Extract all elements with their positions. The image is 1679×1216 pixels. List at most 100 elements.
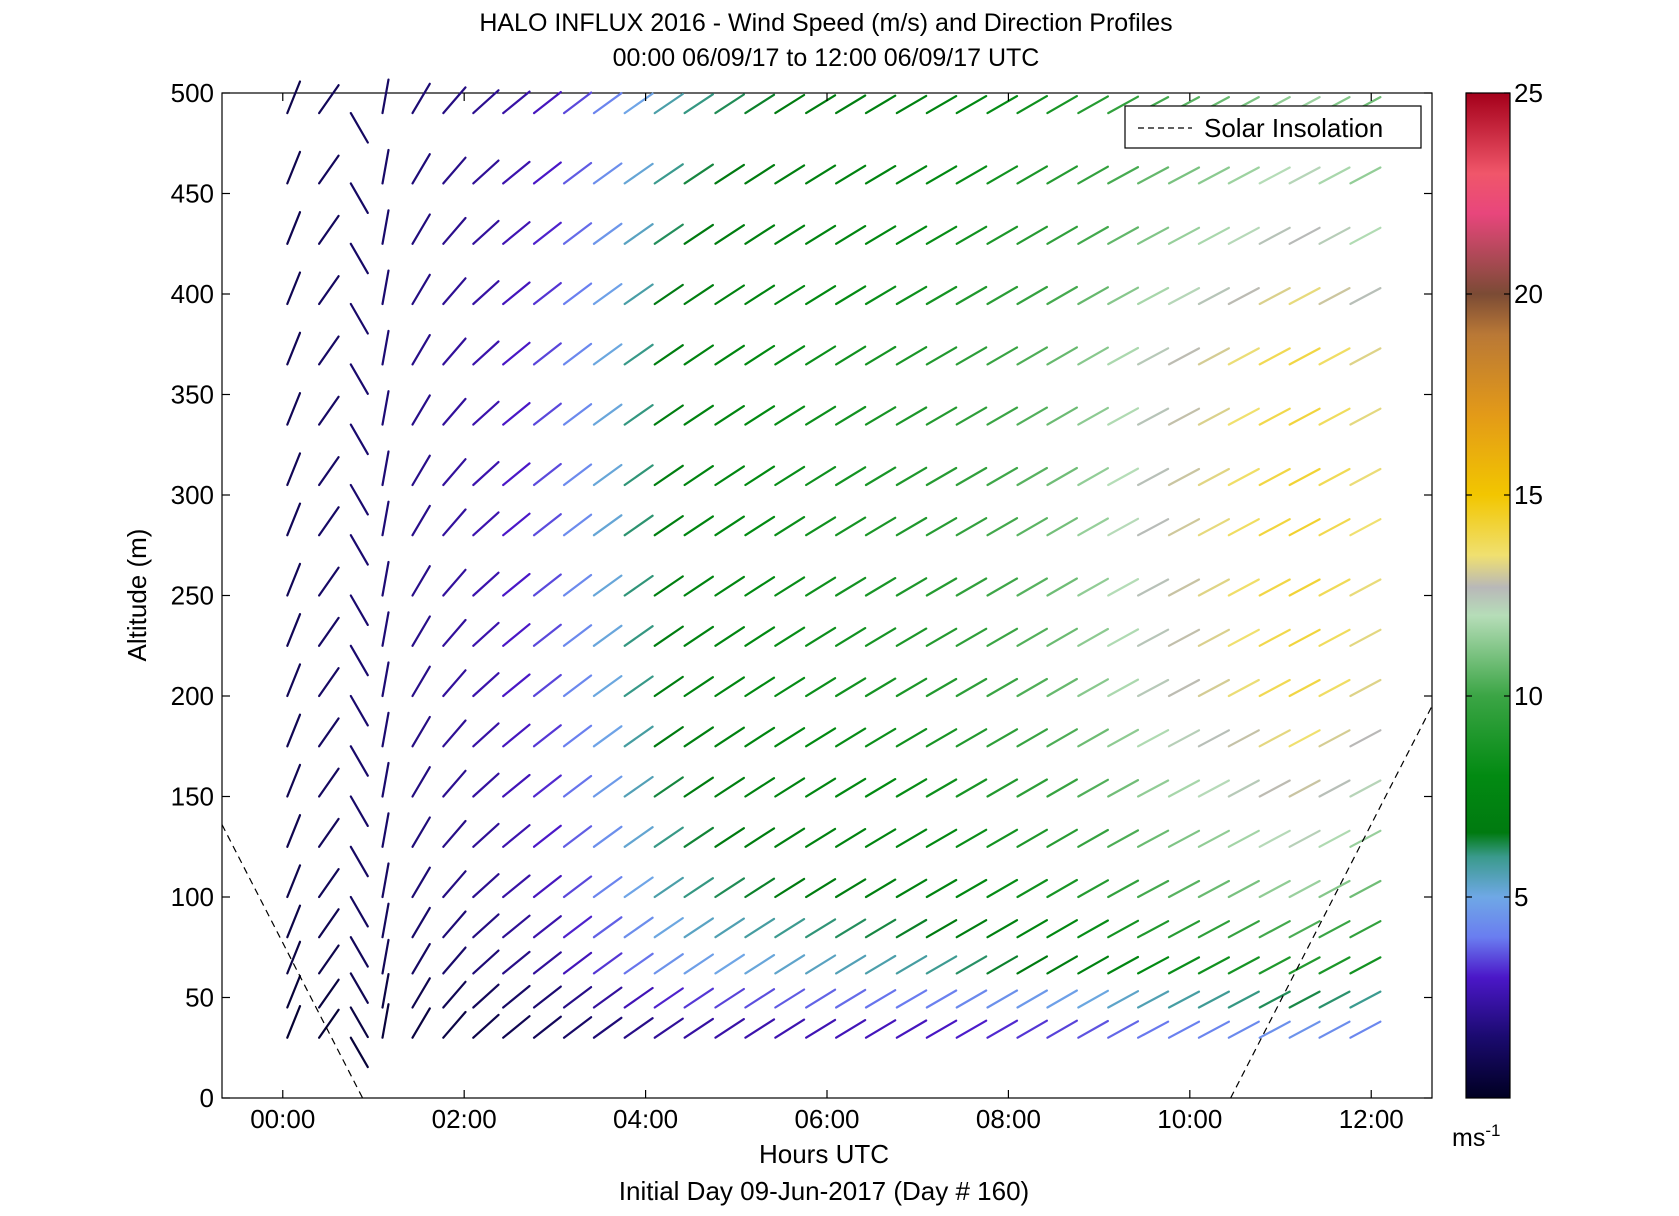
wind-barb	[1318, 628, 1351, 647]
wind-barb	[955, 346, 988, 366]
wind-barb	[1016, 989, 1049, 1009]
wind-barb	[286, 904, 302, 939]
wind-barb	[1318, 779, 1351, 798]
wind-barb	[532, 90, 562, 115]
wind-barb	[1046, 466, 1079, 487]
wind-barb	[774, 676, 806, 698]
wind-barb	[834, 777, 867, 798]
wind-barb	[1077, 879, 1110, 899]
wind-barb	[1288, 518, 1321, 537]
wind-barb	[442, 946, 467, 975]
wind-barb	[623, 675, 654, 698]
wind-barb	[1197, 407, 1231, 426]
wind-barb	[653, 283, 684, 306]
wind-barb	[592, 725, 623, 748]
wind-barb	[955, 728, 988, 748]
wind-barb	[318, 616, 340, 647]
wind-barb	[864, 954, 897, 975]
wind-barb	[834, 878, 867, 899]
wind-barb	[986, 517, 1019, 537]
wind-barb	[1167, 518, 1201, 537]
wind-barb	[502, 874, 531, 899]
wind-barb	[1107, 346, 1140, 366]
wind-barb	[1077, 728, 1110, 748]
wind-barb	[834, 94, 867, 115]
wind-barb	[864, 225, 897, 245]
y-tick-label: 450	[171, 179, 214, 209]
wind-barb	[1167, 1020, 1201, 1039]
wind-barb	[683, 344, 715, 366]
wind-barb	[1227, 628, 1260, 647]
wind-barb	[623, 92, 654, 115]
wind-barb	[714, 987, 746, 1009]
wind-barb	[318, 1008, 340, 1039]
wind-barb	[411, 615, 431, 647]
wind-barb	[349, 534, 369, 566]
wind-barb	[925, 285, 958, 306]
wind-barb	[744, 917, 776, 939]
wind-barb	[286, 452, 302, 487]
wind-barb	[653, 464, 684, 487]
wind-barb	[986, 728, 1019, 748]
wind-barb	[592, 92, 623, 115]
wind-barb	[744, 1018, 776, 1039]
wind-barb	[562, 724, 593, 748]
wind-barbs	[286, 78, 1382, 1069]
wind-barb	[1349, 879, 1382, 899]
wind-barb	[442, 397, 467, 426]
wind-barb	[653, 876, 684, 899]
wind-barb	[714, 93, 746, 115]
wind-barb	[774, 1018, 806, 1039]
wind-barb	[1167, 829, 1201, 848]
wind-barb	[1227, 287, 1260, 306]
wind-barb	[286, 502, 302, 537]
wind-barb	[1167, 990, 1201, 1009]
wind-barb	[1046, 577, 1079, 597]
wind-barb	[744, 344, 776, 366]
wind-barb	[381, 972, 390, 1009]
wind-barb	[895, 466, 928, 487]
wind-barb	[864, 576, 897, 597]
wind-barb	[318, 456, 340, 487]
y-tick-label: 200	[171, 681, 214, 711]
wind-barb	[986, 778, 1019, 798]
wind-barb	[895, 778, 928, 798]
wind-barb	[286, 713, 302, 748]
wind-barb	[1349, 678, 1382, 698]
wind-barb	[804, 516, 837, 537]
wind-barb	[318, 566, 340, 597]
wind-barb	[472, 873, 500, 899]
wind-barb	[381, 938, 390, 975]
colorbar-tick-label: 25	[1514, 78, 1543, 108]
wind-barb	[714, 877, 746, 899]
wind-barb	[381, 611, 390, 647]
wind-barb	[381, 78, 390, 115]
wind-barb	[864, 627, 897, 647]
wind-barb	[1197, 678, 1231, 698]
wind-barb	[1107, 467, 1140, 487]
wind-barb	[502, 773, 531, 798]
wind-barb	[744, 284, 776, 306]
wind-barb	[442, 669, 467, 698]
colorbar-tick-label: 20	[1514, 279, 1543, 309]
wind-barb	[774, 515, 806, 537]
wind-barb	[1318, 166, 1351, 185]
wind-barb	[1136, 678, 1170, 698]
wind-barb	[592, 775, 623, 798]
wind-barb	[864, 878, 897, 899]
x-tick-label: 00:00	[250, 1104, 315, 1134]
wind-barb	[1046, 165, 1079, 185]
wind-barb	[744, 726, 776, 748]
wind-barb	[714, 163, 746, 185]
wind-barb	[592, 343, 623, 366]
wind-barb	[562, 91, 593, 115]
wind-barb	[1227, 829, 1260, 848]
wind-barb	[986, 677, 1019, 698]
wind-barb	[1167, 956, 1201, 975]
wind-barb	[653, 344, 684, 366]
wind-barb	[318, 908, 340, 939]
wind-barb	[895, 918, 928, 939]
wind-barb	[472, 219, 500, 245]
y-tick-label: 250	[171, 581, 214, 611]
wind-barb	[895, 94, 928, 115]
